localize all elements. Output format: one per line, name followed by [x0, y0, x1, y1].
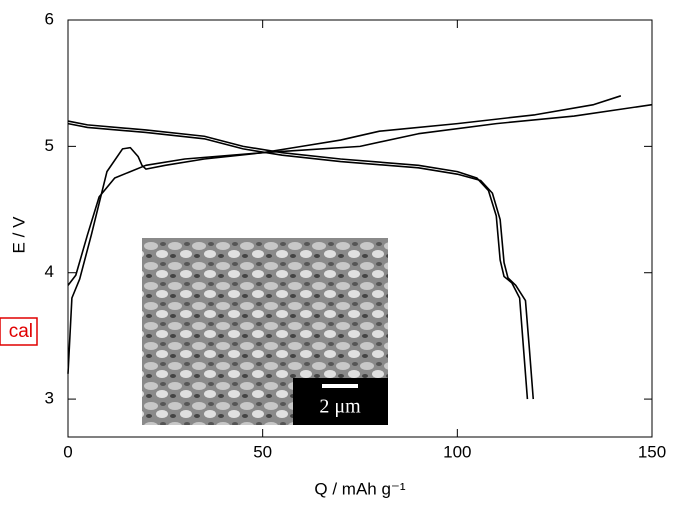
chart: 0 50 100 150 3 4 5 6 2 μm cal Q / mAh g⁻¹ E / V — [0, 0, 675, 505]
y-tick-label: 6 — [45, 9, 54, 28]
y-axis-label: E / V — [9, 216, 28, 254]
inset-image: 2 μm — [142, 238, 388, 425]
x-tick-label: 100 — [443, 442, 471, 461]
annotation: cal — [9, 321, 33, 342]
y-tick-label: 4 — [45, 262, 54, 281]
scale-label: 2 μm — [319, 396, 361, 418]
x-tick-label: 50 — [253, 442, 272, 461]
x-tick-label: 0 — [63, 442, 72, 461]
y-tick-label: 5 — [45, 136, 54, 155]
x-tick-label: 150 — [638, 442, 666, 461]
x-axis-label: Q / mAh g⁻¹ — [314, 479, 405, 498]
y-tick-label: 3 — [45, 389, 54, 408]
